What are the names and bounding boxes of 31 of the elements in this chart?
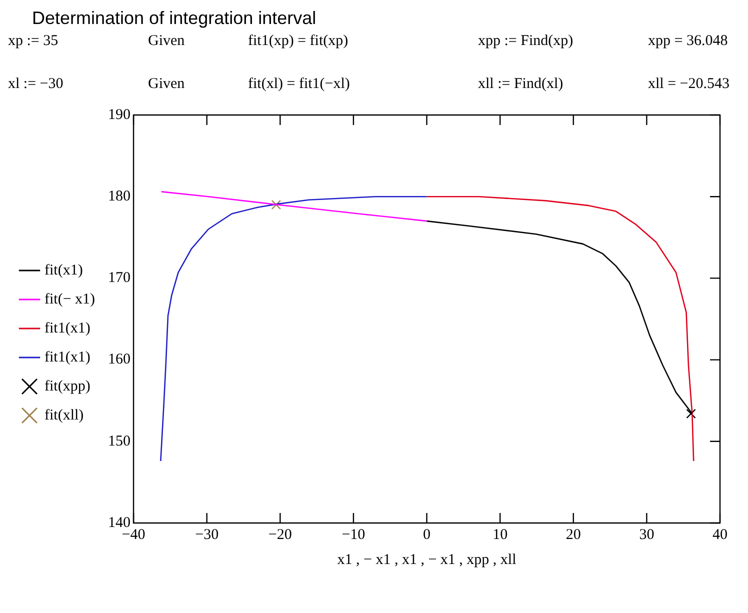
text: Given [148,33,186,50]
x-tick-label: −10 [342,526,366,543]
x-tick-label: 10 [492,526,508,543]
text: xl := −30 [8,76,64,93]
text: xpp = 36.048 [648,33,729,50]
y-tick-label: 150 [108,433,131,450]
legend-label: fit(xpp) [44,378,90,394]
text: xp := 35 [8,33,60,50]
text: Given [148,76,186,93]
x-tick-label: 20 [566,526,581,543]
text: fit1(xp) = fit(xp) [248,33,350,50]
legend-label: fit(− x1) [44,291,96,308]
y-tick-label: 160 [108,352,131,368]
x-axis-title: x1 , − x1 , x1 , − x1 , xpp , xll [337,552,516,568]
text: xll := Find(xl) [478,76,564,93]
legend-label: fit(x1) [44,262,83,278]
legend-label: fit1(x1) [44,320,90,336]
legend-label: fit1(x1) [44,349,90,366]
y-tick-label: 170 [108,270,131,286]
y-tick-label: 180 [108,188,131,205]
legend-label: fit(xll) [44,407,84,424]
x-tick-label: −20 [268,526,292,543]
x-tick-label: 0 [423,526,431,543]
x-tick-label: 40 [712,526,728,543]
y-tick-label: 190 [108,106,131,123]
text: xll = −20.543 [648,76,731,93]
text: fit(xl) = fit1(−xl) [248,76,351,93]
text: xpp := Find(xp) [478,33,574,50]
x-tick-label: 30 [639,526,654,543]
x-tick-label: −30 [195,526,219,543]
chart-title: Determination of integration interval [31,8,318,29]
